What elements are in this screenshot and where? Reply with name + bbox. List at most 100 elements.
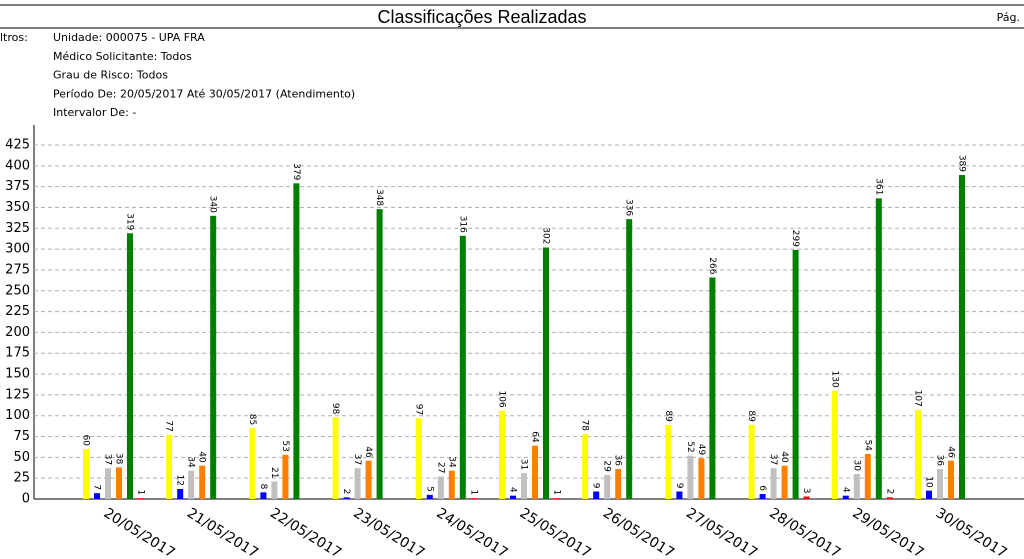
value-label: 46 — [946, 446, 956, 458]
x-tick-label: 27/05/2017 — [683, 505, 760, 559]
bar — [470, 498, 477, 499]
filter-line: Unidade: 000075 - UPA FRA — [53, 31, 205, 44]
value-label: 319 — [125, 213, 135, 230]
bar — [127, 233, 133, 499]
y-tick-label: 200 — [5, 325, 30, 340]
x-tick-label: 26/05/2017 — [600, 505, 677, 559]
y-tick-label: 75 — [13, 429, 30, 444]
value-label: 34 — [186, 456, 196, 468]
value-label: 77 — [164, 420, 174, 431]
bar — [293, 183, 300, 499]
value-label: 78 — [580, 420, 590, 432]
x-tick-label: 25/05/2017 — [517, 505, 594, 559]
y-tick-label: 0 — [22, 492, 30, 507]
y-tick-label: 425 — [5, 138, 30, 153]
y-tick-label: 100 — [5, 408, 30, 423]
value-label: 97 — [413, 404, 423, 415]
bar — [177, 489, 184, 499]
bar — [781, 465, 788, 499]
bar — [748, 424, 755, 499]
bar — [770, 468, 777, 499]
bar — [676, 491, 683, 499]
value-label: 46 — [363, 446, 373, 458]
bar — [792, 249, 799, 499]
bar — [604, 474, 611, 499]
value-label: 3 — [801, 488, 811, 494]
value-label: 299 — [790, 230, 800, 247]
x-tick-label: 20/05/2017 — [101, 505, 178, 559]
value-label: 336 — [624, 199, 634, 216]
y-tick-label: 150 — [5, 367, 30, 382]
value-label: 2 — [341, 489, 351, 495]
value-label: 302 — [541, 227, 551, 244]
bar — [615, 469, 622, 499]
value-label: 361 — [873, 178, 883, 195]
bar — [959, 175, 965, 499]
bar — [532, 445, 538, 499]
y-tick-label: 225 — [5, 304, 30, 319]
value-label: 37 — [352, 454, 362, 465]
value-label: 34 — [446, 456, 456, 468]
bar — [138, 498, 144, 499]
filters-label: ltros: — [0, 31, 28, 44]
value-label: 379 — [291, 163, 301, 180]
value-label: 36 — [613, 455, 623, 467]
y-tick-label: 25 — [13, 471, 30, 486]
bar — [426, 494, 433, 499]
x-tick-label: 22/05/2017 — [267, 505, 344, 559]
bar — [864, 454, 871, 499]
value-label: 130 — [829, 371, 839, 388]
value-label: 53 — [280, 440, 290, 451]
bar — [626, 219, 633, 499]
value-label: 40 — [779, 451, 789, 463]
value-label: 98 — [330, 403, 340, 415]
bar — [593, 491, 600, 499]
bar — [759, 494, 766, 499]
bar — [271, 481, 278, 499]
y-tick-label: 400 — [5, 158, 30, 173]
value-label: 266 — [707, 257, 717, 274]
value-label: 27 — [435, 462, 445, 473]
value-label: 7 — [92, 484, 102, 490]
bar — [687, 455, 694, 499]
bar — [437, 476, 444, 499]
bar — [365, 460, 372, 499]
page-label: Pág. — [997, 11, 1020, 24]
bar — [199, 465, 206, 499]
report-title: Classificações Realizadas — [377, 7, 586, 27]
bar — [332, 417, 339, 499]
value-label: 29 — [602, 460, 612, 472]
value-label: 2 — [884, 489, 894, 495]
bar — [249, 428, 256, 499]
bar — [554, 498, 560, 499]
x-tick-label: 28/05/2017 — [766, 505, 843, 559]
value-label: 9 — [591, 483, 601, 489]
value-label: 4 — [840, 487, 850, 493]
value-label: 12 — [175, 475, 185, 486]
value-label: 316 — [457, 216, 467, 233]
value-label: 36 — [935, 455, 945, 467]
bar — [343, 497, 350, 499]
value-label: 106 — [497, 391, 507, 408]
y-tick-label: 250 — [5, 283, 30, 298]
bar — [831, 390, 838, 499]
bar — [915, 409, 921, 499]
filter-line: Intervalor De: - — [53, 106, 136, 119]
bar — [260, 492, 267, 499]
bar — [166, 434, 173, 499]
x-tick-label: 21/05/2017 — [184, 505, 261, 559]
y-tick-label: 350 — [5, 200, 30, 215]
value-label: 31 — [519, 459, 529, 470]
value-label: 89 — [663, 410, 673, 422]
y-tick-label: 325 — [5, 221, 30, 236]
filter-line: Período De: 20/05/2017 Até 30/05/2017 (A… — [53, 87, 355, 100]
bar — [521, 473, 527, 499]
value-label: 85 — [247, 414, 257, 425]
value-label: 1 — [468, 489, 478, 495]
value-label: 4 — [508, 487, 518, 493]
value-label: 49 — [696, 444, 706, 456]
filter-line: Grau de Risco: Todos — [53, 69, 168, 82]
bar — [948, 460, 954, 499]
bar — [926, 490, 932, 499]
